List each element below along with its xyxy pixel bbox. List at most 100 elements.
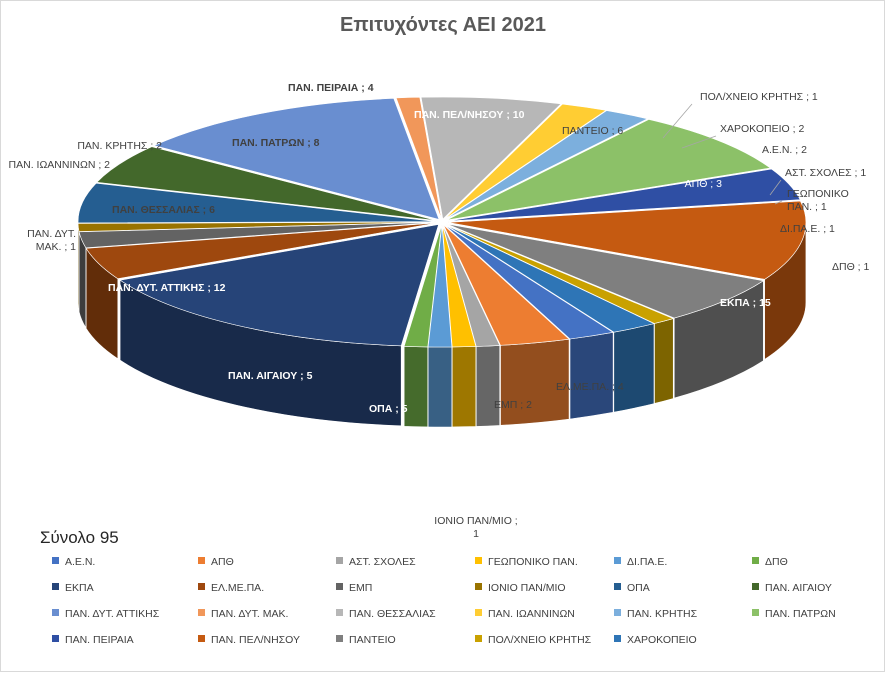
legend-item: ΠΑΝΤΕΙΟ	[336, 634, 396, 648]
legend-item: ΕΚΠΑ	[52, 582, 94, 596]
data-label-6: ΕΚΠΑ ; 15	[720, 297, 771, 309]
leader-line	[774, 200, 783, 205]
data-label-14: ΠΑΝ. ΘΕΣΣΑΛΙΑΣ ; 6	[112, 204, 215, 216]
legend-item: ΔΙ.ΠΑ.Ε.	[614, 556, 667, 570]
legend-label: ΠΑΝ. ΔΥΤ. ΜΑΚ.	[211, 608, 289, 620]
data-label-21: ΠΟΛ/ΧΝΕΙΟ ΚΡΗΤΗΣ ; 1	[700, 91, 818, 103]
leader-line	[662, 103, 693, 139]
legend-item: ΠΟΛ/ΧΝΕΙΟ ΚΡΗΤΗΣ	[475, 634, 591, 648]
legend-swatch	[752, 557, 759, 564]
legend-swatch	[336, 557, 343, 564]
legend-swatch	[475, 557, 482, 564]
legend-item: ΠΑΝ. ΑΙΓΑΙΟΥ	[752, 582, 832, 596]
legend-swatch	[752, 583, 759, 590]
data-label-12: ΠΑΝ. ΔΥΤ. ΑΤΤΙΚΗΣ ; 12	[108, 282, 226, 294]
pie-slice-0	[444, 224, 614, 340]
legend-item: ΑΣΤ. ΣΧΟΛΕΣ	[336, 556, 416, 570]
legend-swatch	[336, 635, 343, 642]
pie-sides	[77, 221, 807, 428]
legend-label: ΠΑΝ. ΠΕΛ/ΝΗΣΟΥ	[211, 634, 301, 646]
data-label-10: ΟΠΑ ; 5	[369, 403, 408, 415]
legend-swatch	[475, 583, 482, 590]
pie-slice-12	[153, 98, 440, 220]
legend-swatch	[475, 609, 482, 616]
legend-swatch	[475, 635, 482, 642]
pie-slice-5	[403, 224, 442, 348]
pie-labels: Α.Ε.Ν. ; 2 ΑΠΘ ; 3 ΑΣΤ. ΣΧΟΛΕΣ ; 1 ΓΕΩΠΟΝΙΚ…	[9, 82, 870, 540]
legend-label: ΔΠΘ	[765, 556, 788, 568]
legend-label: ΙΟΝΙΟ ΠΑΝ/ΜΙΟ	[488, 582, 566, 594]
legend-label: ΠΑΝ. ΙΩΑΝΝΙΝΩΝ	[488, 608, 575, 620]
legend-swatch	[198, 609, 205, 616]
pie-slice-3	[442, 224, 477, 348]
legend-swatch	[614, 557, 621, 564]
legend-item: ΟΠΑ	[614, 582, 650, 596]
legend-label: ΕΚΠΑ	[65, 582, 94, 594]
legend-label: ΕΜΠ	[349, 582, 373, 594]
pie-slice-14	[420, 96, 562, 220]
pie-slice-1	[443, 224, 570, 346]
pie-slice-4	[427, 224, 453, 348]
legend-label: ΓΕΩΠΟΝΙΚΟ ΠΑΝ.	[488, 556, 578, 568]
legend-label: ΑΠΘ	[211, 556, 234, 568]
pie-side-5	[403, 346, 429, 428]
data-label-9: ΙΟΝΙΟ ΠΑΝ/ΜΙΟ ; 1	[434, 515, 517, 540]
legend-label: ΔΙ.ΠΑ.Ε.	[627, 556, 668, 568]
legend-item: ΠΑΝ. ΙΩΑΝΝΙΝΩΝ	[475, 608, 575, 622]
legend-swatch	[52, 583, 59, 590]
leader-line	[681, 135, 717, 149]
pie-slice-21	[445, 224, 675, 324]
legend-item: ΧΑΡΟΚΟΠΕΙΟ	[614, 634, 697, 648]
pie-side-22	[613, 323, 655, 413]
data-label-22: ΧΑΡΟΚΟΠΕΙΟ ; 2	[720, 123, 804, 135]
legend-label: ΠΑΝ. ΚΡΗΤΗΣ	[627, 608, 698, 620]
pie-slice-17	[446, 119, 772, 221]
pie-side-2	[475, 345, 501, 427]
legend-label: ΠΟΛ/ΧΝΕΙΟ ΚΡΗΤΗΣ	[488, 634, 592, 646]
pie-slice-10	[77, 182, 437, 224]
chart-title: Επιτυχόντες ΑΕΙ 2021	[340, 14, 546, 36]
data-label-20: ΠΑΝΤΕΙΟ ; 6	[562, 125, 623, 137]
pie-tops	[77, 96, 807, 348]
pie-slice-20	[446, 223, 765, 319]
pie-slice-13	[395, 96, 442, 220]
pie-slice-18	[447, 168, 801, 222]
data-label-5: ΔΠΘ ; 1	[832, 261, 870, 273]
legend-label: Α.Ε.Ν.	[65, 556, 96, 568]
pie-slice-19	[447, 200, 807, 280]
legend-item: ΕΜΠ	[336, 582, 372, 596]
pie-slice-11	[96, 146, 437, 221]
legend-swatch	[752, 609, 759, 616]
pie-side-3	[451, 346, 477, 428]
data-label-2: ΑΣΤ. ΣΧΟΛΕΣ ; 1	[785, 167, 866, 179]
legend-item: ΓΕΩΠΟΝΙΚΟ ΠΑΝ.	[475, 556, 578, 570]
legend-item: ΠΑΝ. ΠΕΙΡΑΙΑ	[52, 634, 134, 648]
legend-item: ΠΑΝ. ΔΥΤ. ΜΑΚ.	[198, 608, 288, 622]
legend-item: ΙΟΝΙΟ ΠΑΝ/ΜΙΟ	[475, 582, 566, 596]
legend-item: ΠΑΝ. ΠΑΤΡΩΝ	[752, 608, 836, 622]
legend-swatch	[614, 635, 621, 642]
pie-side-4	[427, 346, 453, 428]
data-label-4: ΔΙ.ΠΑ.Ε. ; 1	[780, 223, 835, 235]
pie-slice-15	[444, 103, 607, 220]
legend-swatch	[52, 557, 59, 564]
pie-slice-2	[442, 224, 501, 347]
data-label-15: ΠΑΝ. ΙΩΑΝΝΙΝΩΝ ; 2	[9, 159, 111, 171]
legend-item: ΕΛ.ΜΕ.ΠΑ.	[198, 582, 264, 596]
chart-subtitle: Σύνολο 95	[40, 528, 119, 547]
data-label-7: ΕΛ.ΜΕ.ΠΑ. ; 4	[556, 381, 624, 393]
legend-swatch	[52, 609, 59, 616]
legend-swatch	[336, 583, 343, 590]
legend-item: ΠΑΝ. ΔΥΤ. ΑΤΤΙΚΗΣ	[52, 608, 159, 622]
data-label-8: ΕΜΠ ; 2	[494, 399, 532, 411]
data-label-1: ΑΠΘ ; 3	[685, 178, 723, 190]
legend-item: ΠΑΝ. ΠΕΛ/ΝΗΣΟΥ	[198, 634, 300, 648]
legend-label: ΧΑΡΟΚΟΠΕΙΟ	[627, 634, 697, 646]
data-label-13: ΠΑΝ. ΔΥΤ. ΜΑΚ. ; 1	[27, 228, 76, 253]
legend-label: ΟΠΑ	[627, 582, 650, 594]
legend-item: ΠΑΝ. ΚΡΗΤΗΣ	[614, 608, 697, 622]
pie-slice-7	[85, 222, 437, 280]
legend-item: ΔΠΘ	[752, 556, 788, 570]
